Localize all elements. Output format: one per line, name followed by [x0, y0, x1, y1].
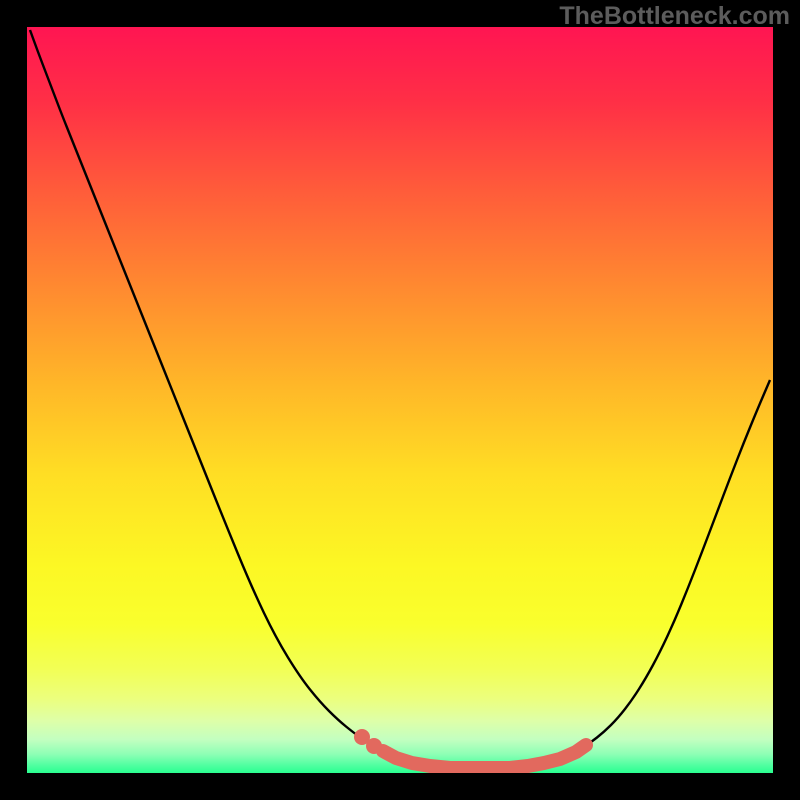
watermark-text: TheBottleneck.com [559, 2, 790, 31]
highlight-dot [366, 738, 382, 754]
curve-layer [27, 27, 773, 773]
optimal-range-highlight [383, 745, 586, 768]
plot-area [27, 27, 773, 773]
chart-container: TheBottleneck.com [0, 0, 800, 800]
bottleneck-curve [30, 30, 770, 768]
